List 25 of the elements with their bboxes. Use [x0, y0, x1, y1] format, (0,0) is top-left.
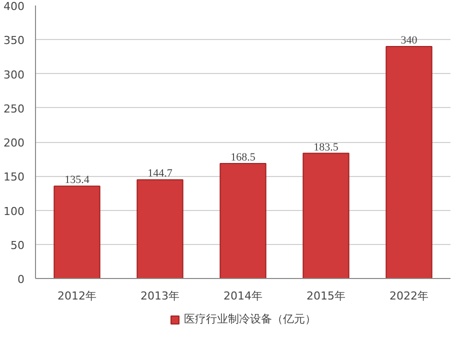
- data-label: 144.7: [148, 168, 173, 180]
- x-tick-label: 2012年: [58, 290, 97, 302]
- y-tick-label: 150: [4, 170, 25, 184]
- data-label: 135.4: [64, 174, 90, 186]
- y-tick-label: 0: [18, 273, 24, 286]
- bar: [220, 163, 266, 278]
- bar: [136, 179, 184, 278]
- y-tick-label: 300: [4, 68, 25, 82]
- y-tick-label: 50: [10, 238, 25, 252]
- bar: [54, 186, 100, 278]
- data-label: 340: [400, 34, 418, 46]
- x-tick-label: 2022年: [390, 290, 429, 302]
- y-tick-label: 350: [4, 34, 25, 48]
- y-tick-label: 250: [4, 102, 25, 116]
- data-label: 168.5: [230, 152, 256, 164]
- y-tick-label: 200: [4, 136, 25, 150]
- y-tick-label: 100: [4, 204, 25, 218]
- x-tick-label: 2014年: [224, 290, 263, 302]
- x-tick-label: 2013年: [140, 290, 180, 302]
- x-tick-label: 2015年: [306, 290, 346, 302]
- bar: [386, 46, 432, 278]
- legend-label: 医疗行业制冷设备（亿元）: [184, 312, 316, 326]
- bar: [302, 152, 350, 278]
- y-tick-label: 400: [4, 0, 25, 13]
- data-label: 183.5: [314, 141, 339, 154]
